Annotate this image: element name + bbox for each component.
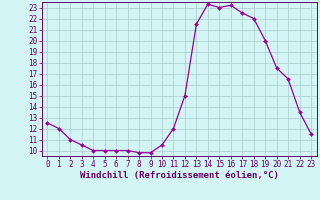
X-axis label: Windchill (Refroidissement éolien,°C): Windchill (Refroidissement éolien,°C) bbox=[80, 171, 279, 180]
